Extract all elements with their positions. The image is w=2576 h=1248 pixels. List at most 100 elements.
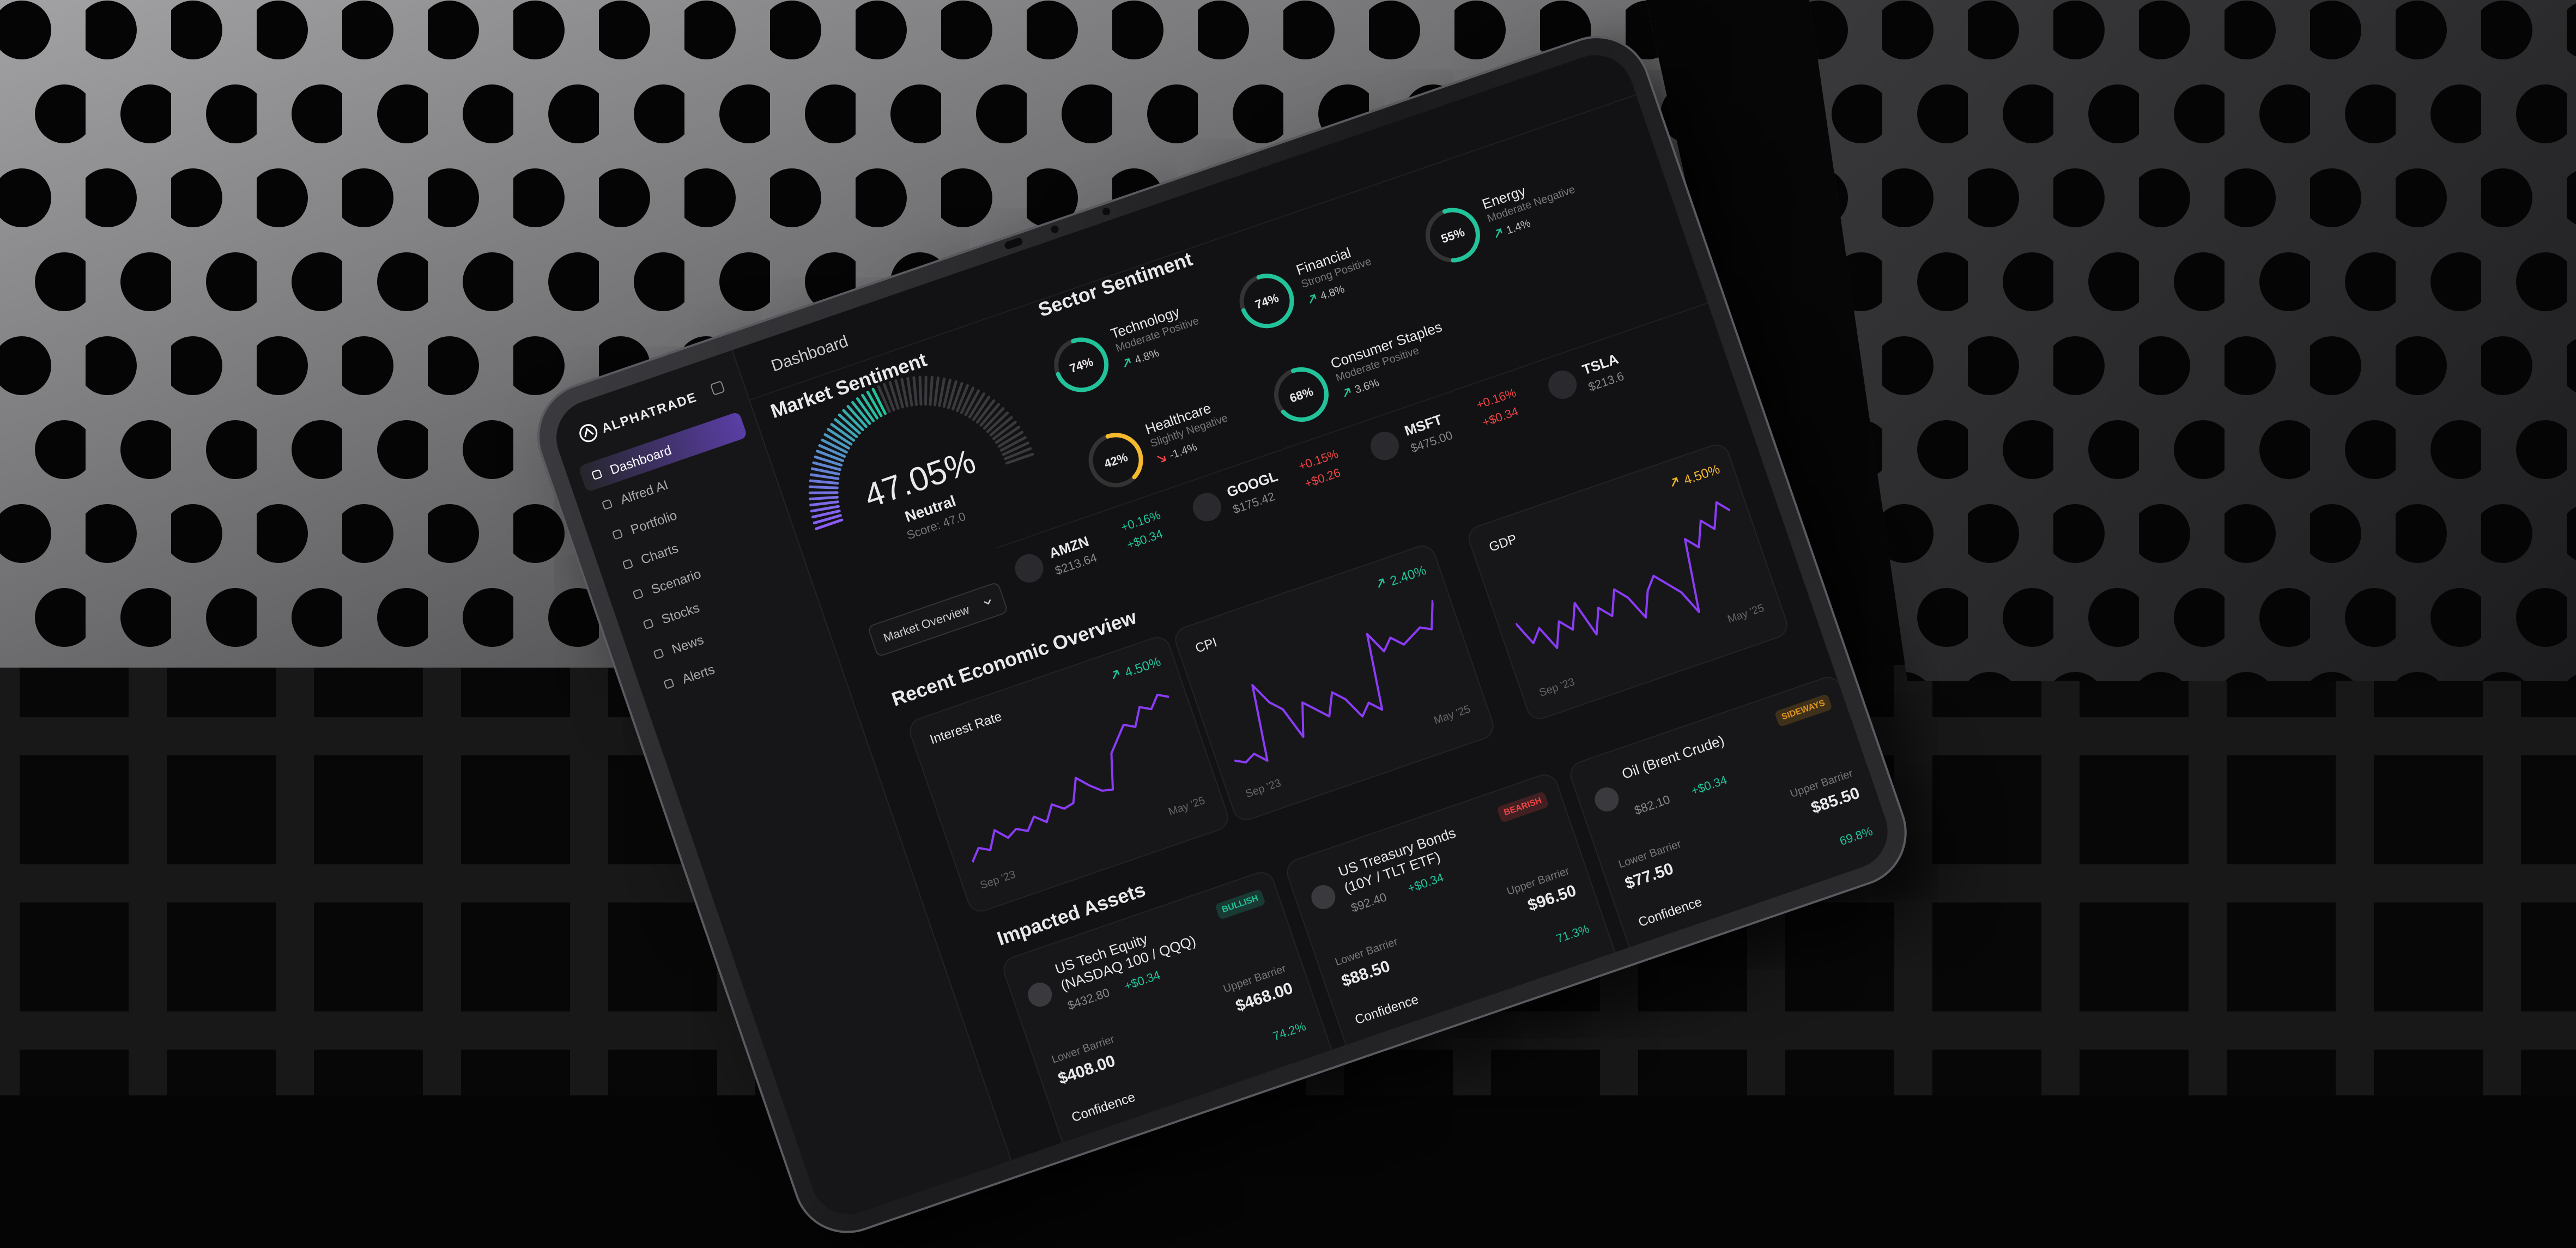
chevron bbox=[984, 599, 991, 605]
trend-arrow bbox=[1112, 669, 1120, 680]
nav-icon-shape bbox=[653, 649, 664, 659]
gauge-tick bbox=[888, 381, 900, 410]
gauge-tick bbox=[809, 495, 839, 501]
trend-arrow bbox=[1495, 228, 1502, 238]
gauge-tick bbox=[808, 491, 839, 494]
gauge-tick bbox=[846, 405, 868, 428]
nav-item[interactable]: Dashboard bbox=[578, 411, 748, 493]
nav-item[interactable]: News bbox=[640, 591, 809, 672]
ring-arc bbox=[1239, 274, 1294, 329]
gauge-tick bbox=[924, 375, 928, 406]
nav-label[interactable]: Stocks bbox=[659, 600, 702, 627]
gauge-tick bbox=[964, 389, 980, 416]
trend-arrow bbox=[1310, 294, 1317, 304]
asset-name: Oil (Brent Crude) bbox=[1620, 732, 1726, 783]
sparkline bbox=[1514, 501, 1731, 649]
gauge-tick bbox=[918, 375, 923, 406]
gauge-tick bbox=[821, 438, 848, 454]
nav-label[interactable]: Alfred AI bbox=[618, 477, 670, 508]
line bbox=[1234, 600, 1434, 764]
trend-arrow bbox=[1124, 358, 1131, 368]
chart-name: Interest Rate bbox=[928, 709, 1004, 748]
camera bbox=[1050, 224, 1060, 234]
gauge-tick bbox=[856, 397, 875, 422]
chart-card: GDP 4.50% Sep '23 May '25 bbox=[1465, 440, 1791, 723]
arrow-shape bbox=[1495, 228, 1502, 238]
gauge-tick bbox=[986, 411, 1009, 433]
gauge-tick bbox=[816, 450, 844, 462]
line bbox=[1514, 501, 1731, 649]
nav-item[interactable]: Charts bbox=[609, 501, 778, 582]
nav-icon bbox=[664, 678, 674, 689]
nav-label[interactable]: Charts bbox=[639, 541, 681, 568]
ring-arc bbox=[1425, 208, 1480, 263]
tablet: ALPHATRADE Dashboard Alfred AI Portfolio Cha… bbox=[523, 21, 1922, 1248]
asset-badge: BEARISH bbox=[1496, 791, 1549, 823]
confidence-label: Confidence bbox=[1353, 992, 1421, 1028]
nav-icon-shape bbox=[643, 619, 653, 629]
nav-label[interactable]: News bbox=[670, 632, 706, 657]
confidence-label: Confidence bbox=[1636, 894, 1704, 930]
nav-item[interactable]: Portfolio bbox=[598, 471, 768, 552]
gauge-tick bbox=[894, 379, 904, 409]
gauge-tick bbox=[827, 428, 853, 446]
trend-arrow bbox=[1671, 477, 1679, 487]
sector-ring bbox=[1088, 433, 1143, 488]
gauge-tick bbox=[951, 381, 963, 411]
nav-label[interactable]: Portfolio bbox=[628, 507, 679, 538]
nav-icon bbox=[613, 529, 623, 540]
gauge-tick bbox=[809, 500, 839, 507]
arrow-shape bbox=[1378, 578, 1385, 588]
nav-label[interactable]: Alerts bbox=[680, 662, 717, 687]
gauge-tick bbox=[809, 479, 839, 485]
ticker-icon bbox=[1011, 550, 1047, 586]
gauge-tick bbox=[861, 393, 879, 420]
nav-icon-shape bbox=[664, 678, 674, 689]
nav-item[interactable]: Alerts bbox=[650, 621, 820, 702]
confidence-value: 69.8% bbox=[1838, 824, 1875, 849]
chart-card: Interest Rate 4.50% Sep '23 May '25 bbox=[906, 633, 1232, 916]
gauge-tick bbox=[942, 378, 952, 408]
gauge-tick bbox=[975, 399, 996, 424]
gauge-tick bbox=[999, 436, 1027, 452]
logo-icon bbox=[579, 424, 598, 443]
arrow-shape bbox=[1156, 456, 1167, 463]
nav-icon bbox=[643, 619, 653, 629]
chart-start: Sep '23 bbox=[1537, 676, 1577, 699]
sector-ring bbox=[1239, 274, 1294, 329]
collapse-shape bbox=[711, 381, 725, 395]
ticker-icon bbox=[1544, 366, 1581, 403]
chart-change: 2.40% bbox=[1388, 562, 1428, 589]
ring-arc bbox=[1088, 433, 1143, 488]
chevron-shape bbox=[984, 599, 991, 605]
gauge-tick bbox=[979, 403, 1001, 427]
ticker-icon bbox=[1366, 428, 1403, 464]
dropdown[interactable]: Market Overview bbox=[867, 581, 1009, 658]
confidence-label: Confidence bbox=[1069, 1089, 1137, 1125]
nav-item[interactable]: Alfred AI bbox=[589, 441, 758, 523]
gauge-tick bbox=[995, 426, 1021, 444]
gauge-tick bbox=[811, 510, 841, 519]
nav-icon bbox=[622, 559, 633, 570]
gauge-tick bbox=[851, 401, 871, 425]
nav-item[interactable]: Stocks bbox=[629, 561, 799, 642]
gauge-tick bbox=[933, 376, 940, 407]
nav-icon-shape bbox=[602, 499, 613, 510]
arrow-shape bbox=[1344, 387, 1351, 397]
trend-arrow bbox=[1156, 456, 1167, 463]
gauge-tick bbox=[992, 421, 1017, 440]
nav-icon-shape bbox=[622, 559, 633, 570]
gauge-tick bbox=[989, 416, 1013, 437]
sector-change: 1.4% bbox=[1505, 217, 1532, 237]
nav-item[interactable]: Scenario bbox=[619, 531, 789, 612]
chart-name: GDP bbox=[1487, 531, 1519, 555]
gauge-tick bbox=[871, 387, 887, 415]
arrow-shape bbox=[1112, 669, 1120, 680]
sector-change: -1.4% bbox=[1167, 441, 1199, 462]
logo-ring bbox=[579, 424, 598, 443]
dropdown-label[interactable]: Market Overview bbox=[881, 602, 971, 645]
chart-start: Sep '23 bbox=[1244, 777, 1283, 801]
asset-badge: BULLISH bbox=[1214, 888, 1266, 920]
screen: ALPHATRADE Dashboard Alfred AI Portfolio Cha… bbox=[546, 45, 1898, 1225]
trend-arrow bbox=[1344, 387, 1351, 397]
